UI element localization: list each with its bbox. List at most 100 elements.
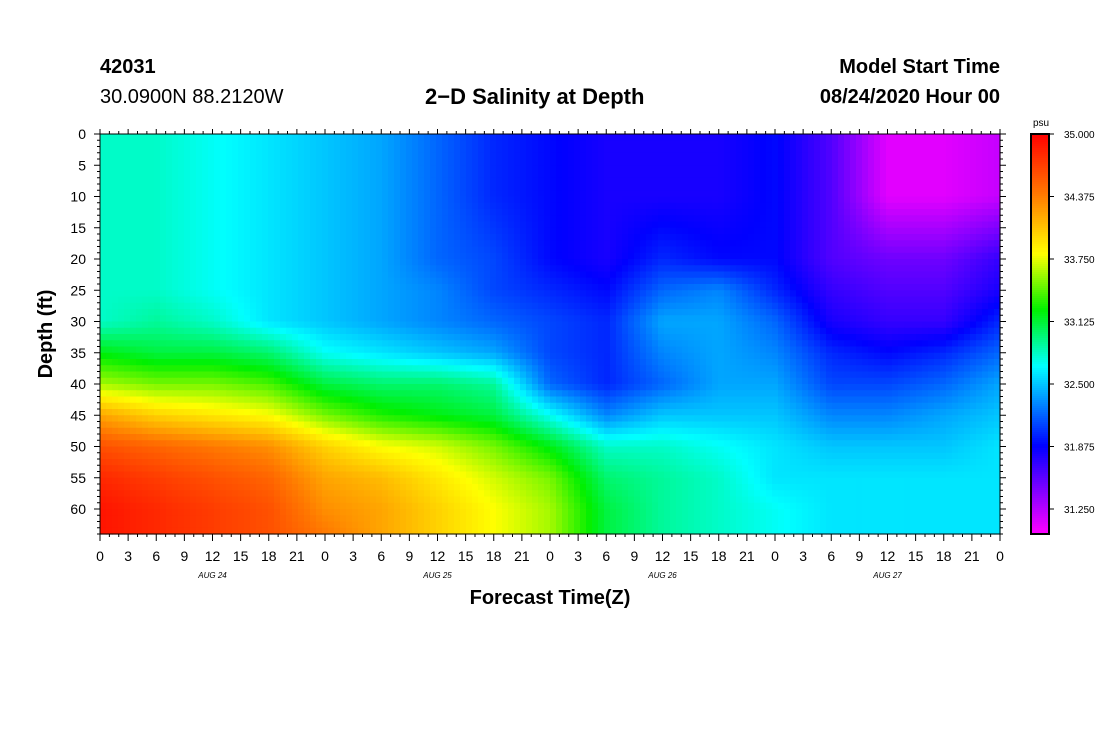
heatmap-cell — [262, 190, 269, 198]
heatmap-cell — [334, 284, 341, 291]
heatmap-cell — [610, 190, 617, 198]
heatmap-cell — [916, 159, 923, 166]
heatmap-cell — [154, 271, 161, 279]
heatmap-cell — [364, 221, 371, 229]
heatmap-cell — [148, 271, 155, 279]
heatmap-cell — [136, 240, 143, 248]
heatmap-cell — [976, 240, 983, 248]
heatmap-cell — [454, 309, 461, 316]
heatmap-cell — [202, 184, 209, 191]
heatmap-cell — [946, 265, 953, 273]
heatmap-cell — [610, 146, 617, 154]
heatmap-cell — [166, 146, 173, 154]
heatmap-cell — [850, 146, 857, 154]
heatmap-cell — [868, 259, 875, 266]
heatmap-cell — [268, 234, 275, 241]
heatmap-cell — [376, 315, 383, 323]
heatmap-cell — [802, 284, 809, 291]
heatmap-cell — [976, 321, 983, 329]
heatmap-cell — [472, 184, 479, 191]
heatmap-cell — [166, 152, 173, 160]
heatmap-cell — [118, 202, 125, 210]
heatmap-cell — [700, 327, 707, 335]
heatmap-cell — [988, 165, 995, 173]
heatmap-cell — [826, 209, 833, 216]
heatmap-cell — [358, 302, 365, 310]
heatmap-cell — [280, 171, 287, 179]
heatmap-cell — [466, 259, 473, 266]
heatmap-cell — [142, 190, 149, 198]
heatmap-cell — [262, 265, 269, 273]
heatmap-cell — [304, 196, 311, 204]
heatmap-cell — [334, 171, 341, 179]
heatmap-cell — [712, 146, 719, 154]
heatmap-cell — [766, 165, 773, 173]
heatmap-cell — [556, 140, 563, 148]
heatmap-cell — [316, 134, 323, 141]
heatmap-cell — [502, 234, 509, 241]
heatmap-cell — [172, 290, 179, 298]
heatmap-cell — [964, 165, 971, 173]
heatmap-cell — [916, 165, 923, 173]
heatmap-cell — [244, 277, 251, 285]
heatmap-cell — [418, 215, 425, 223]
heatmap-cell — [502, 165, 509, 173]
heatmap-cell — [430, 134, 437, 141]
heatmap-cell — [310, 296, 317, 304]
heatmap-cell — [208, 190, 215, 198]
heatmap-cell — [496, 196, 503, 204]
heatmap-cell — [604, 252, 611, 260]
heatmap-cell — [460, 259, 467, 266]
heatmap-cell — [478, 296, 485, 304]
heatmap-cell — [484, 134, 491, 141]
heatmap-cell — [598, 290, 605, 298]
heatmap-cell — [118, 146, 125, 154]
heatmap-cell — [544, 209, 551, 216]
heatmap-cell — [442, 240, 449, 248]
heatmap-cell — [256, 302, 263, 310]
heatmap-cell — [568, 146, 575, 154]
heatmap-cell — [472, 221, 479, 229]
heatmap-cell — [340, 315, 347, 323]
heatmap-cell — [892, 177, 899, 185]
heatmap-cell — [568, 171, 575, 179]
heatmap-cell — [934, 277, 941, 285]
heatmap-cell — [598, 184, 605, 191]
heatmap-cell — [784, 240, 791, 248]
heatmap-cell — [664, 296, 671, 304]
heatmap-cell — [340, 190, 347, 198]
heatmap-cell — [922, 190, 929, 198]
heatmap-cell — [700, 321, 707, 329]
heatmap-cell — [850, 184, 857, 191]
heatmap-cell — [142, 146, 149, 154]
heatmap-cell — [298, 152, 305, 160]
heatmap-cell — [304, 334, 311, 341]
heatmap-cell — [112, 190, 119, 198]
heatmap-cell — [166, 134, 173, 141]
heatmap-cell — [874, 140, 881, 148]
heatmap-cell — [160, 309, 167, 316]
heatmap-cell — [670, 202, 677, 210]
heatmap-cell — [838, 334, 845, 341]
heatmap-cell — [298, 321, 305, 329]
heatmap-cell — [454, 165, 461, 173]
heatmap-cell — [172, 259, 179, 266]
heatmap-cell — [790, 334, 797, 341]
heatmap-cell — [166, 271, 173, 279]
heatmap-cell — [382, 271, 389, 279]
heatmap-cell — [610, 215, 617, 223]
heatmap-cell — [964, 190, 971, 198]
heatmap-cell — [106, 171, 113, 179]
heatmap-cell — [664, 334, 671, 341]
heatmap-cell — [262, 290, 269, 298]
heatmap-cell — [256, 327, 263, 335]
heatmap-cell — [364, 140, 371, 148]
heatmap-cell — [484, 140, 491, 148]
heatmap-cell — [868, 277, 875, 285]
heatmap-cell — [778, 184, 785, 191]
heatmap-cell — [274, 234, 281, 241]
heatmap-cell — [478, 221, 485, 229]
heatmap-cell — [178, 277, 185, 285]
heatmap-cell — [988, 240, 995, 248]
heatmap-cell — [418, 196, 425, 204]
